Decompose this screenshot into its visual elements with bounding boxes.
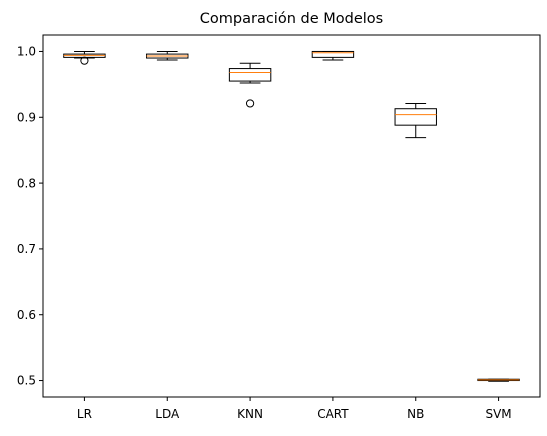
x-tick-label: LR bbox=[77, 407, 92, 421]
x-tick-label: SVM bbox=[485, 407, 511, 421]
y-tick-label: 0.8 bbox=[17, 176, 36, 190]
x-tick-label: KNN bbox=[237, 407, 263, 421]
x-tick-label: CART bbox=[317, 407, 349, 421]
x-tick-label: NB bbox=[407, 407, 424, 421]
box-svm bbox=[478, 379, 519, 381]
y-tick-label: 0.5 bbox=[17, 374, 36, 388]
y-tick-label: 0.9 bbox=[17, 110, 36, 124]
y-tick-label: 0.6 bbox=[17, 308, 36, 322]
y-tick-label: 0.7 bbox=[17, 242, 36, 256]
x-tick-label: LDA bbox=[155, 407, 180, 421]
chart-title: Comparación de Modelos bbox=[200, 11, 383, 27]
y-tick-label: 1.0 bbox=[17, 45, 36, 59]
